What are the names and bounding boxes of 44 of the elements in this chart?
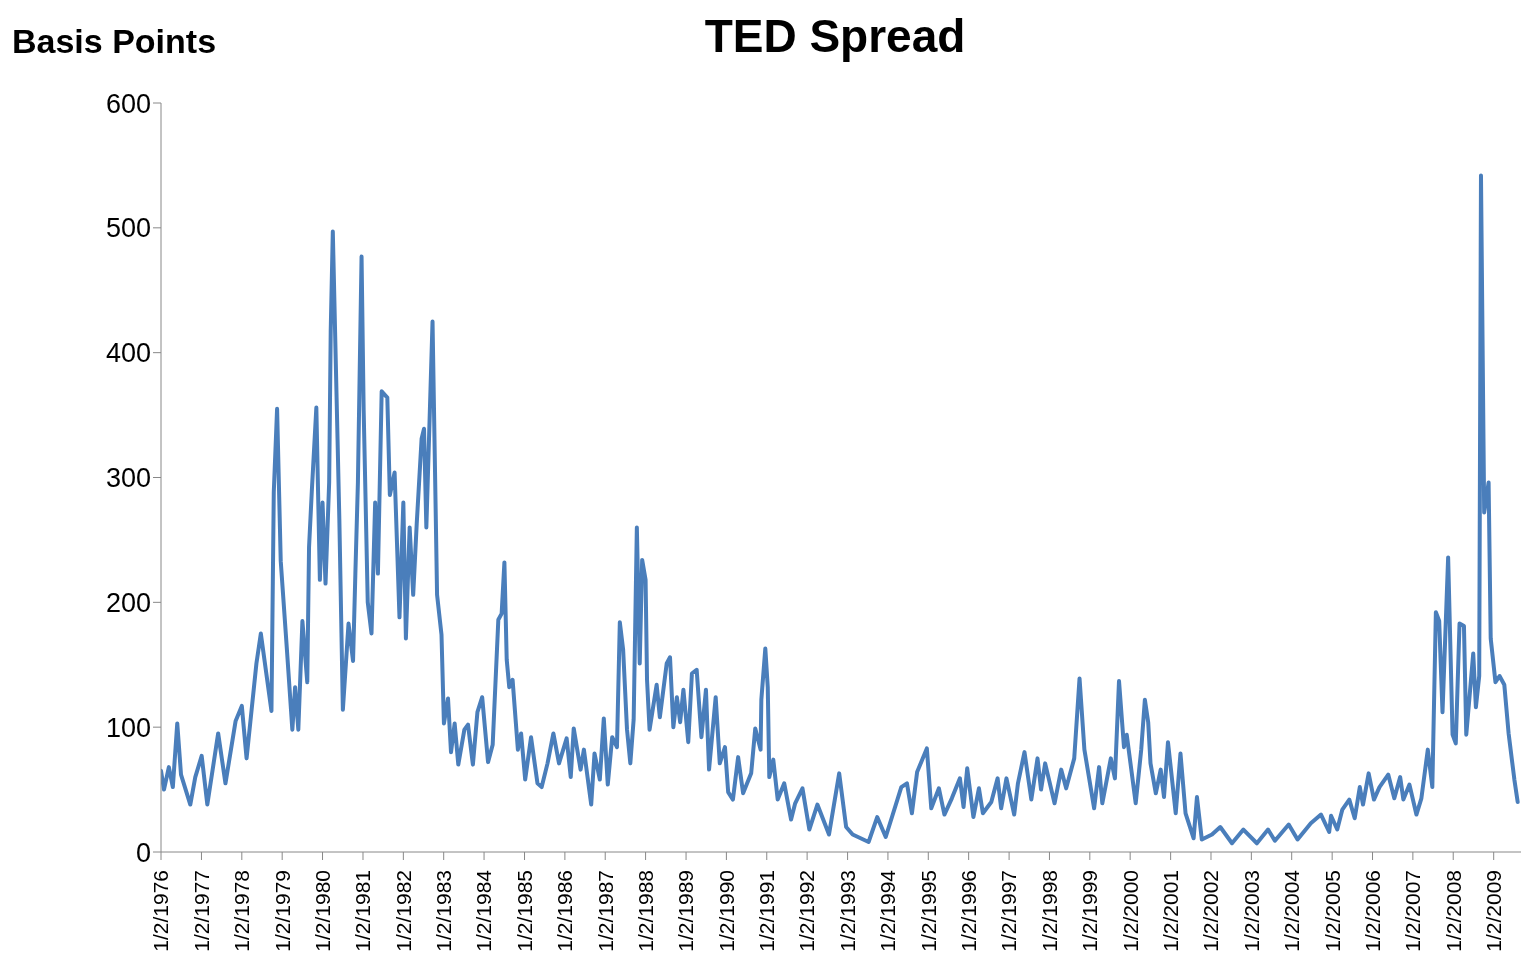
x-tick-label: 1/2/2003 bbox=[1239, 870, 1263, 952]
y-tick-label: 300 bbox=[105, 463, 151, 494]
y-tick-label: 600 bbox=[105, 88, 151, 119]
y-tick-label: 0 bbox=[135, 837, 151, 868]
x-tick-label: 1/2/2005 bbox=[1320, 870, 1344, 952]
x-tick-label: 1/2/1996 bbox=[956, 870, 980, 952]
x-tick-label: 1/2/2002 bbox=[1199, 870, 1223, 952]
x-tick-label: 1/2/1997 bbox=[997, 870, 1021, 952]
y-axis-title: Basis Points bbox=[12, 22, 217, 60]
x-tick-label: 1/2/1990 bbox=[714, 870, 738, 952]
y-tick-label: 200 bbox=[105, 587, 151, 618]
x-tick-label: 1/2/1993 bbox=[835, 870, 859, 952]
x-tick-label: 1/2/1983 bbox=[432, 870, 456, 952]
line-series bbox=[161, 173, 1520, 846]
x-tick-label: 1/2/1981 bbox=[351, 870, 375, 952]
x-tick-label: 1/2/1999 bbox=[1078, 870, 1102, 952]
x-tick-label: 1/2/1980 bbox=[310, 870, 334, 952]
y-tick-label: 500 bbox=[105, 213, 151, 244]
x-tick-label: 1/2/1987 bbox=[593, 870, 617, 952]
chart-title: TED Spread bbox=[704, 10, 966, 62]
x-tick-label: 1/2/2009 bbox=[1482, 870, 1506, 952]
x-tick-label: 1/2/1978 bbox=[230, 870, 254, 952]
x-tick-label: 1/2/2004 bbox=[1280, 869, 1304, 952]
x-tick-label: 1/2/1991 bbox=[755, 870, 779, 952]
x-tick-label: 1/2/1995 bbox=[916, 870, 940, 952]
x-tick-label: 1/2/1994 bbox=[876, 869, 900, 952]
x-tick-label: 1/2/1984 bbox=[472, 869, 496, 952]
x-tick-label: 1/2/1989 bbox=[674, 870, 698, 952]
x-tick-label: 1/2/2008 bbox=[1441, 870, 1465, 952]
x-tick-label: 1/2/1977 bbox=[189, 870, 213, 952]
x-tick-label: 1/2/1992 bbox=[795, 870, 819, 952]
x-tick-label: 1/2/1998 bbox=[1037, 870, 1061, 952]
x-tick-label: 1/2/2001 bbox=[1158, 870, 1182, 952]
x-tick-label: 1/2/1985 bbox=[512, 870, 536, 952]
x-tick-label: 1/2/1976 bbox=[149, 870, 173, 952]
x-tick-label: 1/2/1979 bbox=[270, 870, 294, 952]
x-tick-label: 1/2/1988 bbox=[633, 870, 657, 952]
x-tick-label: 1/2/2000 bbox=[1118, 870, 1142, 952]
y-tick-label: 400 bbox=[105, 338, 151, 369]
x-tick-label: 1/2/1982 bbox=[391, 870, 415, 952]
y-tick-label: 100 bbox=[105, 712, 151, 743]
x-tick-label: 1/2/2006 bbox=[1360, 870, 1384, 952]
x-tick-label: 1/2/2007 bbox=[1401, 870, 1425, 952]
x-tick-label: 1/2/1986 bbox=[553, 870, 577, 952]
